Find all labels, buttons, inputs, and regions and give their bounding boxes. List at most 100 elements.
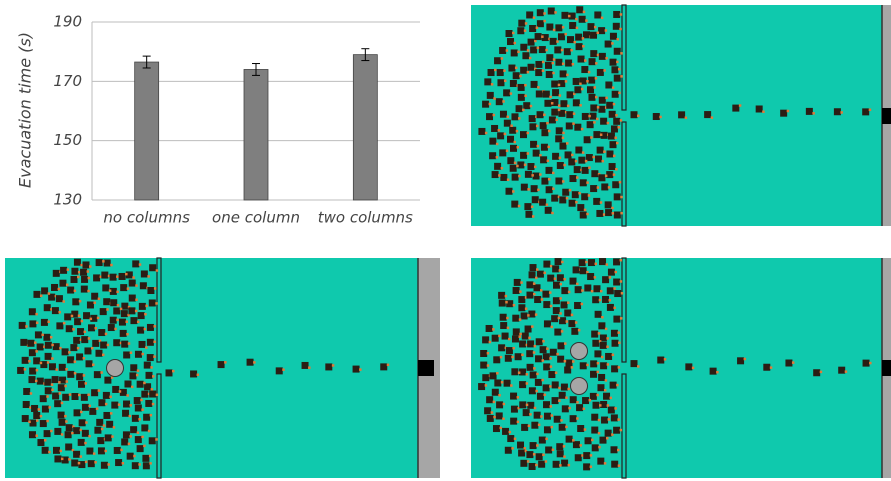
- agent: [558, 391, 566, 399]
- agent-mark: [565, 196, 569, 200]
- agent: [91, 292, 99, 300]
- agent-mark: [508, 337, 511, 341]
- agent-mark: [492, 328, 495, 331]
- agent-mark: [527, 314, 530, 317]
- agent: [577, 55, 585, 63]
- agent: [144, 383, 152, 391]
- agent: [763, 363, 771, 371]
- agent-mark: [549, 385, 552, 388]
- agent-mark: [136, 431, 140, 434]
- agent-mark: [500, 381, 504, 384]
- agent-mark: [561, 26, 565, 29]
- agent: [83, 312, 91, 320]
- column: [570, 377, 588, 395]
- agent: [586, 86, 594, 94]
- agent-mark: [521, 353, 524, 357]
- agent-mark: [80, 410, 83, 414]
- agent-mark: [593, 121, 596, 124]
- agent-mark: [540, 415, 543, 418]
- agent: [546, 23, 554, 31]
- agent: [535, 338, 543, 346]
- agent: [526, 363, 534, 371]
- agent-mark: [541, 69, 545, 72]
- agent-mark: [486, 364, 490, 367]
- agent-mark: [528, 336, 531, 340]
- agent: [510, 49, 518, 57]
- agent-mark: [553, 277, 557, 280]
- agent-mark: [565, 320, 569, 323]
- agent-mark: [560, 48, 564, 52]
- agent-mark: [510, 384, 513, 387]
- agent-mark: [524, 94, 527, 98]
- agent-mark: [498, 393, 501, 397]
- agent: [73, 258, 81, 266]
- agent: [608, 110, 616, 118]
- agent: [583, 452, 591, 460]
- agent: [604, 40, 612, 48]
- agent-mark: [505, 149, 509, 153]
- agent: [611, 460, 619, 468]
- agent: [601, 183, 609, 191]
- agent: [56, 322, 64, 330]
- agent: [527, 163, 535, 171]
- agent-mark: [596, 117, 599, 121]
- agent-mark: [534, 67, 537, 71]
- agent: [106, 420, 114, 428]
- agent: [569, 22, 577, 30]
- agent-mark: [515, 129, 519, 133]
- agent: [518, 449, 526, 457]
- agent-mark: [153, 355, 156, 358]
- agent-mark: [144, 312, 147, 316]
- agent: [568, 158, 576, 166]
- agent: [519, 381, 527, 389]
- agent-mark: [524, 83, 527, 87]
- agent-mark: [94, 461, 97, 464]
- agent-mark: [563, 163, 566, 167]
- agent: [543, 320, 551, 328]
- agent: [528, 387, 536, 395]
- agent-mark: [540, 298, 544, 301]
- agent: [48, 363, 56, 371]
- agent-mark: [568, 406, 571, 410]
- agent: [500, 322, 508, 330]
- agent: [528, 271, 536, 279]
- agent-mark: [603, 388, 607, 392]
- agent-mark: [87, 337, 91, 340]
- agent: [497, 79, 505, 87]
- agent-mark: [97, 297, 101, 301]
- agent-mark: [603, 150, 606, 153]
- agent-mark: [151, 402, 155, 406]
- agent: [607, 406, 615, 414]
- exit: [418, 360, 434, 376]
- agent: [535, 60, 543, 68]
- agent: [484, 407, 492, 415]
- agent-mark: [524, 296, 528, 299]
- agent: [109, 316, 117, 324]
- agent: [519, 401, 527, 409]
- agent-mark: [48, 450, 51, 454]
- agent: [565, 435, 573, 443]
- agent: [545, 71, 553, 79]
- agent: [103, 411, 111, 419]
- agent: [58, 363, 66, 371]
- agent: [577, 204, 585, 212]
- agent: [86, 301, 94, 309]
- agent: [20, 338, 28, 346]
- agent-mark: [543, 19, 546, 23]
- agent-mark: [102, 260, 105, 263]
- agent-mark: [490, 411, 494, 414]
- agent: [539, 346, 547, 354]
- agent-mark: [500, 166, 504, 170]
- agent: [600, 131, 608, 139]
- agent: [530, 46, 538, 54]
- agent: [561, 287, 569, 295]
- wall: [621, 257, 627, 363]
- agent-mark: [28, 420, 31, 424]
- agent-mark: [840, 111, 843, 114]
- agent: [532, 172, 540, 180]
- agent: [532, 149, 540, 157]
- agent-mark: [559, 297, 562, 300]
- agent-mark: [135, 373, 139, 377]
- agent-mark: [77, 270, 81, 274]
- agent: [598, 322, 606, 330]
